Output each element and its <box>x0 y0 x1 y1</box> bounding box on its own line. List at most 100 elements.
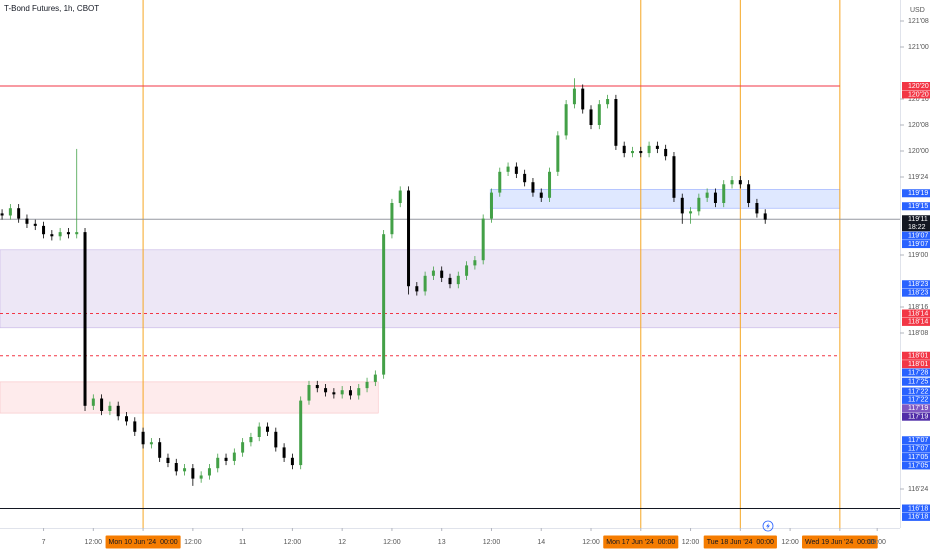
x-tick-badge <box>802 535 878 549</box>
candle-body <box>224 457 228 461</box>
price-label-box <box>902 404 930 413</box>
price-label-box <box>902 461 930 470</box>
candle-body <box>655 145 659 149</box>
currency-label: USD <box>910 7 925 14</box>
x-tick-badge <box>703 535 777 549</box>
price-label-box <box>902 288 930 297</box>
y-tick-label: 118'16 <box>908 304 928 311</box>
price-label: 117'05 <box>908 454 928 461</box>
candle-body <box>614 99 618 146</box>
candle-body <box>249 437 253 443</box>
candle-body <box>738 180 742 185</box>
price-label-box <box>902 504 930 513</box>
price-label: 117'07 <box>908 437 928 444</box>
candle-body <box>705 192 709 198</box>
x-tick-label: Mon 17 Jun '24 00:00 <box>606 539 675 546</box>
candle-body <box>514 166 518 174</box>
price-label: 118'23 <box>908 281 928 288</box>
candle-body <box>91 398 95 406</box>
price-label: 118'01 <box>908 353 928 360</box>
x-tick-label: 09:00 <box>868 539 886 546</box>
candle-body <box>332 392 336 395</box>
candle-body <box>606 99 610 105</box>
price-label: 119'19 <box>908 190 928 197</box>
candle-body <box>465 265 469 276</box>
candle-body <box>647 145 651 154</box>
x-tick-label: 12 <box>338 539 346 546</box>
candle-body <box>639 151 643 154</box>
candle-body <box>440 270 444 278</box>
candle-body <box>207 468 211 476</box>
candle-body <box>664 148 668 157</box>
y-tick-label: 121'00 <box>908 44 929 51</box>
candle-body <box>539 192 543 198</box>
x-tick-label: 7 <box>42 539 46 546</box>
candle-body <box>564 104 568 136</box>
candle-body <box>572 88 576 105</box>
candle-body <box>448 277 452 285</box>
x-tick-label: 12:00 <box>781 539 799 546</box>
price-label: 119'07 <box>908 232 928 239</box>
x-tick-label: 12:00 <box>85 539 103 546</box>
lightning-icon[interactable] <box>762 520 774 532</box>
candle-body <box>315 385 319 389</box>
price-label-box <box>902 436 930 445</box>
candle-body <box>141 431 145 445</box>
price-label-box <box>902 412 930 421</box>
candle-body <box>473 260 477 266</box>
price-label-box <box>902 240 930 249</box>
y-tick-label: 118'08 <box>908 330 928 337</box>
price-label: 119'07 <box>908 241 928 248</box>
price-label: 117'22 <box>908 388 928 395</box>
price-label-box <box>902 387 930 396</box>
candle-body <box>398 190 402 204</box>
y-tick-label: 121'08 <box>908 18 929 25</box>
candle-body <box>431 270 435 276</box>
x-tick-badge <box>603 535 679 549</box>
candle-body <box>489 192 493 219</box>
zone <box>489 189 841 209</box>
candle-body <box>630 151 634 154</box>
candle-body <box>149 442 153 445</box>
candle-body <box>423 275 427 292</box>
x-tick-label: 12:00 <box>184 539 202 546</box>
price-label-box <box>902 395 930 404</box>
candle-body <box>589 109 593 126</box>
candle-body <box>697 197 701 212</box>
price-label-box <box>902 280 930 289</box>
candle-body <box>415 286 419 292</box>
candle-body <box>257 426 261 438</box>
y-tick-label: 119'24 <box>908 174 928 181</box>
price-label: 120'20 <box>908 83 929 90</box>
plot <box>0 0 900 528</box>
price-label-box <box>902 189 930 198</box>
candle-body <box>407 190 411 287</box>
zone <box>0 381 379 414</box>
price-label-box <box>902 453 930 462</box>
x-tick-label: Tue 18 Jun '24 00:00 <box>707 539 774 546</box>
candle-body <box>481 218 485 261</box>
price-label: 117'05 <box>908 462 928 469</box>
candle-body <box>124 416 128 422</box>
candle-body <box>390 203 394 235</box>
price-label-box <box>902 90 930 99</box>
y-tick-label: 120'08 <box>908 122 929 129</box>
candle-body <box>282 447 286 458</box>
candle-body <box>216 457 220 469</box>
price-label: 116'18 <box>908 505 928 512</box>
candle-body <box>290 457 294 466</box>
price-label-box <box>902 202 930 211</box>
price-label-box <box>902 444 930 453</box>
candle-body <box>100 398 104 412</box>
price-label: 118'23 <box>908 289 928 296</box>
candle-body <box>373 374 377 382</box>
x-tick-label: 12:00 <box>582 539 600 546</box>
candle-body <box>116 405 120 417</box>
candle-body <box>456 275 460 285</box>
price-label-box <box>902 231 930 240</box>
candle-body <box>33 223 37 226</box>
candle-body <box>50 234 54 237</box>
candle-body <box>166 457 170 464</box>
chart-title: T-Bond Futures, 1h, CBOT <box>4 4 99 13</box>
zone <box>0 249 841 329</box>
